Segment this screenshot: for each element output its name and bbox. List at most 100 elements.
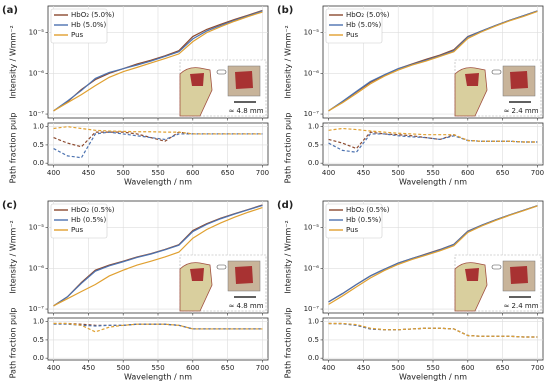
- x-tick-label: 650: [221, 169, 234, 177]
- panel-label: (c): [2, 200, 17, 211]
- x-tick-label: 700: [531, 364, 544, 372]
- y-axis-label: Path fraction pulp: [9, 308, 18, 379]
- x-tick-label: 550: [151, 169, 164, 177]
- panel-label: (b): [277, 5, 293, 16]
- inset-detail-pulp: [235, 266, 253, 284]
- inset-detail-pulp: [510, 266, 528, 284]
- inset-detail-pulp: [510, 71, 528, 89]
- y-tick-label: 1.0: [308, 123, 319, 131]
- y-axis-label: Intensity / Wmm⁻²: [9, 220, 18, 294]
- y-tick-label: 10⁻⁵: [304, 29, 320, 37]
- y-tick-label: 1.0: [308, 318, 319, 326]
- legend-label: HbO₂ (5.0%): [71, 11, 115, 19]
- inset-tooth: [179, 262, 213, 312]
- y-tick-label: 0.0: [33, 159, 44, 167]
- series-line: [328, 205, 538, 305]
- inset-tooth: [454, 67, 488, 117]
- inset-annotation: ≈ 2.4 mm: [503, 107, 538, 115]
- x-tick-label: 600: [461, 169, 474, 177]
- y-tick-label: 10⁻⁷: [29, 305, 45, 313]
- y-axis-label: Path fraction pulp: [284, 308, 293, 379]
- x-tick-label: 600: [186, 169, 199, 177]
- x-tick-label: 500: [392, 364, 405, 372]
- series-line: [53, 10, 263, 112]
- y-tick-label: 10⁻⁷: [304, 110, 320, 118]
- y-axis-label: Intensity / Wmm⁻²: [284, 220, 293, 294]
- y-tick-label: 0.5: [33, 336, 44, 344]
- inset-probe: [216, 264, 227, 270]
- x-tick-label: 600: [186, 364, 199, 372]
- legend-label: Hb (0.5%): [71, 216, 106, 224]
- legend-label: Pus: [71, 31, 84, 39]
- y-tick-label: 10⁻⁵: [304, 224, 320, 232]
- x-tick-label: 650: [221, 364, 234, 372]
- x-tick-label: 500: [117, 364, 130, 372]
- x-tick-label: 450: [357, 169, 370, 177]
- y-tick-label: 10⁻⁵: [29, 224, 45, 232]
- legend-label: Pus: [71, 226, 84, 234]
- inset-tooth: [454, 262, 488, 312]
- x-tick-label: 700: [531, 169, 544, 177]
- x-tick-label: 450: [82, 364, 95, 372]
- inset-annotation: ≈ 4.8 mm: [228, 302, 263, 310]
- inset-probe: [491, 264, 502, 270]
- x-tick-label: 550: [426, 169, 439, 177]
- series-line: [328, 127, 538, 143]
- x-tick-label: 650: [496, 364, 509, 372]
- series-line: [328, 10, 538, 112]
- y-axis-label: Intensity / Wmm⁻²: [9, 25, 18, 99]
- panel-label: (d): [277, 200, 293, 211]
- y-tick-label: 0.0: [33, 354, 44, 362]
- x-tick-label: 550: [426, 364, 439, 372]
- series-line: [53, 322, 263, 333]
- series-line: [328, 322, 538, 338]
- y-tick-label: 10⁻⁷: [304, 305, 320, 313]
- x-tick-label: 400: [322, 364, 335, 372]
- x-axis-label: Wavelength / nm: [399, 178, 467, 187]
- y-tick-label: 10⁻⁷: [29, 110, 45, 118]
- x-tick-label: 400: [47, 169, 60, 177]
- y-tick-label: 10⁻⁶: [304, 264, 320, 272]
- y-tick-label: 0.5: [308, 141, 319, 149]
- x-axis-label: Wavelength / nm: [124, 178, 192, 187]
- x-tick-label: 700: [256, 364, 269, 372]
- x-tick-label: 500: [392, 169, 405, 177]
- inset-probe: [491, 69, 502, 75]
- x-tick-label: 550: [151, 364, 164, 372]
- series-line: [53, 204, 263, 307]
- x-axis-label: Wavelength / nm: [124, 373, 192, 382]
- y-tick-label: 0.0: [308, 159, 319, 167]
- x-tick-label: 600: [461, 364, 474, 372]
- series-line: [53, 11, 263, 112]
- y-tick-label: 10⁻⁶: [29, 264, 45, 272]
- legend-label: HbO₂ (5.0%): [346, 11, 390, 19]
- series-line: [53, 126, 263, 135]
- x-tick-label: 450: [82, 169, 95, 177]
- inset-tooth: [179, 67, 213, 117]
- x-tick-label: 400: [47, 364, 60, 372]
- inset-annotation: ≈ 2.4 mm: [503, 302, 538, 310]
- x-tick-label: 650: [496, 169, 509, 177]
- legend-label: HbO₂ (0.5%): [346, 206, 390, 214]
- inset-pulp: [465, 73, 479, 86]
- inset-annotation: ≈ 4.8 mm: [228, 107, 263, 115]
- series-line: [53, 207, 263, 307]
- y-tick-label: 0.5: [308, 336, 319, 344]
- legend-label: Hb (5.0%): [346, 21, 381, 29]
- series-line: [53, 131, 263, 159]
- inset-pulp: [190, 73, 204, 86]
- y-tick-label: 10⁻⁶: [304, 69, 320, 77]
- y-axis-label: Path fraction pulp: [284, 113, 293, 184]
- y-axis-label: Intensity / Wmm⁻²: [284, 25, 293, 99]
- y-axis-label: Path fraction pulp: [9, 113, 18, 184]
- legend-label: HbO₂ (0.5%): [71, 206, 115, 214]
- x-axis-label: Wavelength / nm: [399, 373, 467, 382]
- legend-label: Pus: [346, 31, 359, 39]
- y-tick-label: 1.0: [33, 318, 44, 326]
- y-tick-label: 0.5: [33, 141, 44, 149]
- y-tick-label: 0.0: [308, 354, 319, 362]
- inset-detail-pulp: [235, 71, 253, 89]
- x-tick-label: 700: [256, 169, 269, 177]
- inset-probe: [216, 69, 227, 75]
